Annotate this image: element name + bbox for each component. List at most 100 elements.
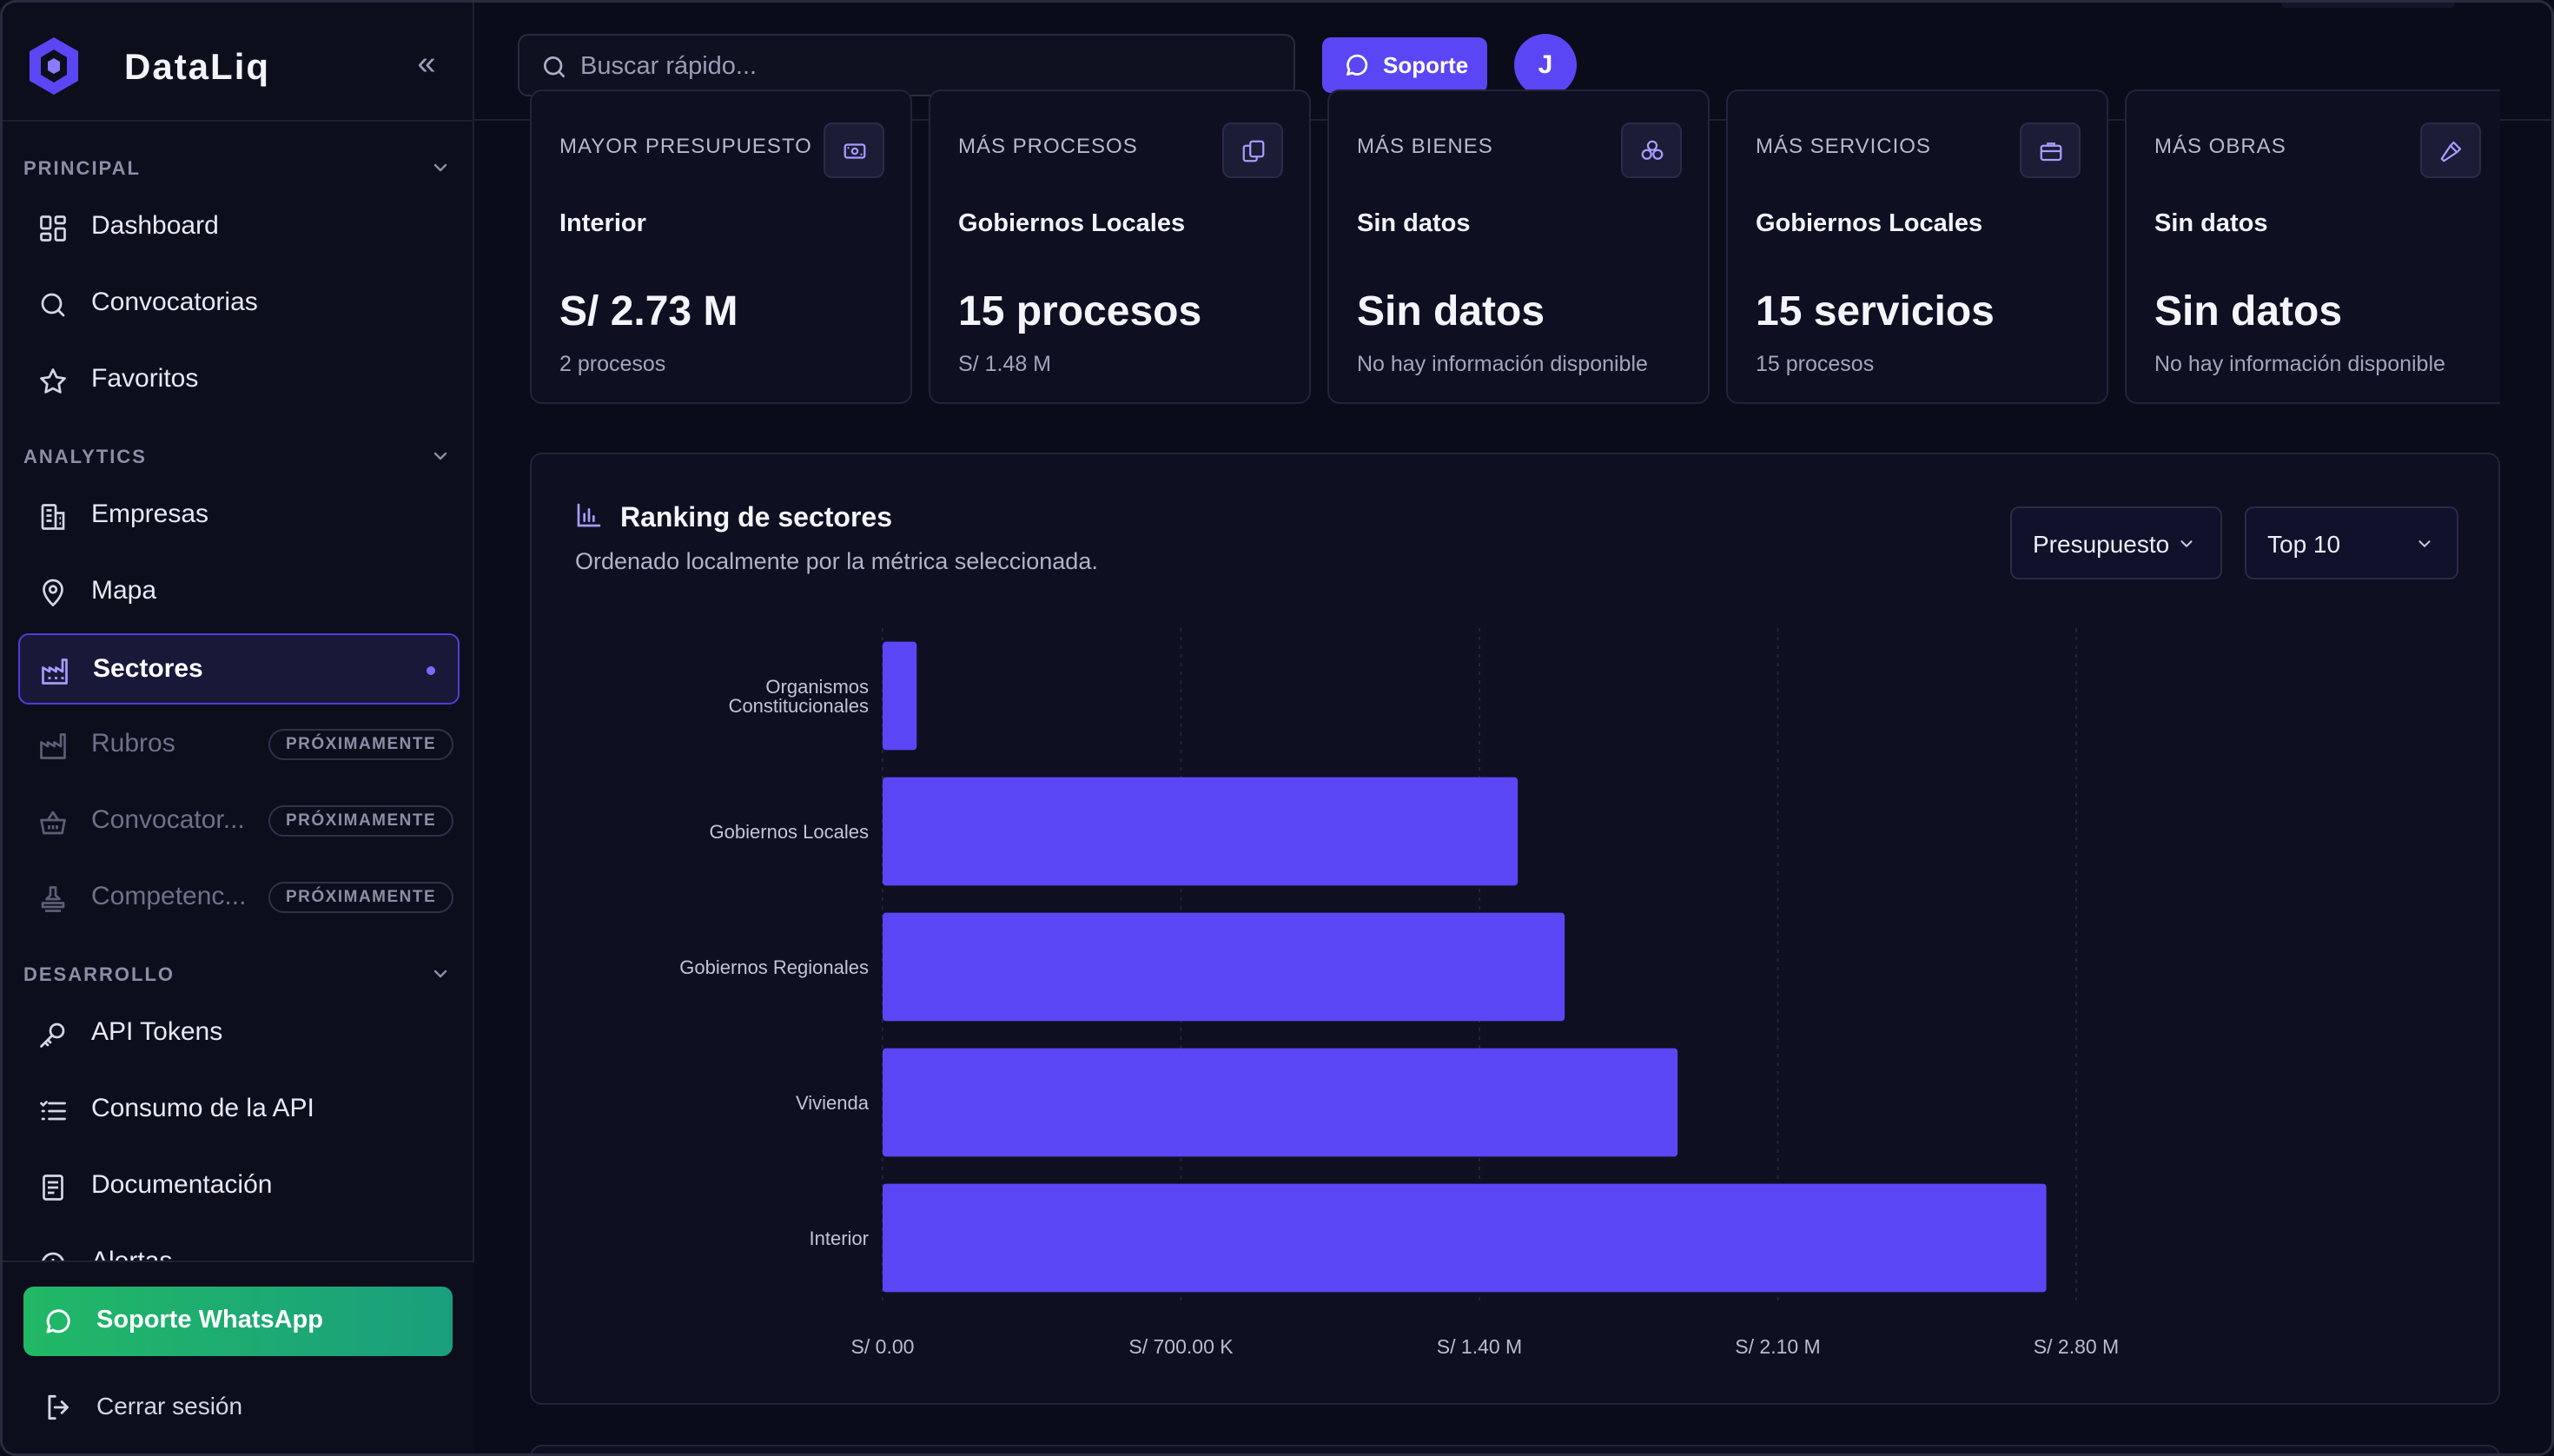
section-title-desarrollo[interactable]: DESARROLLO <box>23 963 175 985</box>
next-panel-edge <box>530 1445 2500 1453</box>
divider <box>3 120 474 122</box>
sidebar: DataLiq « PRINCIPAL Dashboard Convocator… <box>3 3 474 1453</box>
divider <box>2281 3 2455 8</box>
section-title-principal[interactable]: PRINCIPAL <box>23 157 141 179</box>
chevron-down-icon <box>2418 540 2431 547</box>
whatsapp-support-label: Soporte WhatsApp <box>96 1306 323 1334</box>
card-title: MÁS OBRAS <box>2154 135 2286 158</box>
sidebar-item-api-tokens[interactable]: API Tokens <box>18 998 460 1069</box>
sidebar-item-competencia[interactable]: Competenc... PRÓXIMAMENTE <box>18 863 460 934</box>
card-subtext: No hay información disponible <box>1357 352 1648 376</box>
sidebar-item-label: Rubros <box>91 729 175 758</box>
card-icon-box <box>1222 122 1283 178</box>
search-box[interactable] <box>518 34 1295 96</box>
card-title: MAYOR PRESUPUESTO <box>559 135 812 158</box>
boxes-icon <box>1641 140 1664 160</box>
card-icon-box <box>2020 122 2081 178</box>
sidebar-item-convocatorias[interactable]: Convocatorias <box>18 268 460 340</box>
sidebar-item-rubros[interactable]: Rubros PRÓXIMAMENTE <box>18 710 460 781</box>
sidebar-item-documentacion[interactable]: Documentación <box>18 1151 460 1222</box>
card-subtext: 15 procesos <box>1756 352 1875 376</box>
whatsapp-support-button[interactable]: Soporte WhatsApp <box>23 1287 453 1356</box>
sidebar-item-label: Sectores <box>93 654 203 683</box>
sidebar-item-empresas[interactable]: Empresas <box>18 480 460 552</box>
sidebar-item-label: Convocator... <box>91 805 245 834</box>
card-icon-box <box>2420 122 2481 178</box>
bar[interactable] <box>883 641 917 751</box>
chevron-down-icon[interactable] <box>430 157 451 178</box>
chevron-down-icon <box>2180 540 2193 547</box>
chevron-down-icon[interactable] <box>430 446 451 467</box>
sidebar-item-label: Convocatorias <box>91 288 258 316</box>
briefcase-icon <box>2040 142 2062 162</box>
document-icon <box>43 1175 63 1201</box>
card-title: MÁS BIENES <box>1357 135 1493 158</box>
card-sector-name: Gobiernos Locales <box>1756 209 1983 237</box>
x-tick-label: S/ 2.10 M <box>1735 1335 1820 1358</box>
card-value: Sin datos <box>2154 288 2343 334</box>
factory-icon <box>40 733 66 759</box>
sidebar-item-label: Favoritos <box>91 364 199 393</box>
coming-soon-badge: PRÓXIMAMENTE <box>268 805 454 837</box>
support-button[interactable]: Soporte <box>1322 37 1487 93</box>
money-icon <box>844 143 866 159</box>
brand[interactable]: DataLiq <box>27 36 461 96</box>
logout-button[interactable]: Cerrar sesión <box>23 1377 453 1438</box>
card-value: S/ 2.73 M <box>559 288 738 334</box>
logo-icon <box>30 37 78 95</box>
card-sector-name: Gobiernos Locales <box>958 209 1186 237</box>
x-tick-label: S/ 1.40 M <box>1437 1335 1522 1358</box>
search-icon <box>41 293 65 317</box>
card-sector-name: Sin datos <box>2154 209 2268 237</box>
avatar[interactable]: J <box>1514 34 1577 96</box>
x-tick-label: S/ 700.00 K <box>1128 1335 1234 1358</box>
sidebar-item-label: Consumo de la API <box>91 1094 314 1122</box>
metric-select[interactable]: Presupuesto <box>2010 506 2222 579</box>
search-input[interactable] <box>580 44 1275 88</box>
whatsapp-icon <box>46 1309 70 1334</box>
collapse-sidebar-icon[interactable]: « <box>417 45 436 82</box>
card-title: MÁS SERVICIOS <box>1756 135 1931 158</box>
logout-icon <box>48 1394 69 1420</box>
bar[interactable] <box>883 912 1565 1022</box>
logout-label: Cerrar sesión <box>96 1393 243 1420</box>
card-subtext: 2 procesos <box>559 352 666 376</box>
y-category-label: Organismos <box>765 676 869 698</box>
card-value: 15 servicios <box>1756 288 1995 334</box>
sidebar-item-favoritos[interactable]: Favoritos <box>18 345 460 416</box>
sidebar-item-label: Competenc... <box>91 882 247 910</box>
bar[interactable] <box>883 777 1519 886</box>
section-title-analytics[interactable]: ANALYTICS <box>23 446 147 467</box>
bar-chart-icon <box>577 503 601 527</box>
sidebar-item-label: Dashboard <box>91 211 219 240</box>
chevron-down-icon[interactable] <box>430 963 451 984</box>
map-pin-icon <box>43 579 63 607</box>
card-title: MÁS PROCESOS <box>958 135 1138 158</box>
y-category-label: Gobiernos Regionales <box>679 956 869 978</box>
sidebar-item-consumo-api[interactable]: Consumo de la API <box>18 1075 460 1146</box>
card-icon-box <box>1621 122 1682 178</box>
card-subtext: No hay información disponible <box>2154 352 2445 376</box>
y-category-label: Vivienda <box>796 1092 870 1114</box>
x-tick-label: S/ 2.80 M <box>2034 1335 2119 1358</box>
sidebar-item-sectores[interactable]: Sectores <box>18 633 460 705</box>
key-icon <box>40 1023 65 1048</box>
coming-soon-badge: PRÓXIMAMENTE <box>268 882 454 913</box>
sector-ranking-panel: Organismos Constitucionales Gobiernos Loca… <box>530 453 2500 1405</box>
sidebar-footer: Soporte WhatsApp Cerrar sesión <box>3 1261 474 1453</box>
sidebar-item-mapa[interactable]: Mapa <box>18 557 460 628</box>
x-tick-label: S/ 0.00 <box>851 1335 915 1358</box>
sidebar-item-convocatorias-compras[interactable]: Convocator... PRÓXIMAMENTE <box>18 786 460 857</box>
bar[interactable] <box>883 1048 1678 1157</box>
y-category-label: Gobiernos Locales <box>710 821 869 843</box>
top-n-select-value: Top 10 <box>2267 531 2341 558</box>
top-n-select[interactable]: Top 10 <box>2245 506 2458 579</box>
card-sector-name: Interior <box>559 209 646 237</box>
sidebar-item-label: Documentación <box>91 1170 273 1199</box>
basket-icon <box>40 811 66 835</box>
coming-soon-badge: PRÓXIMAMENTE <box>268 729 454 760</box>
sidebar-item-dashboard[interactable]: Dashboard <box>18 192 460 263</box>
bar[interactable] <box>883 1183 2047 1293</box>
